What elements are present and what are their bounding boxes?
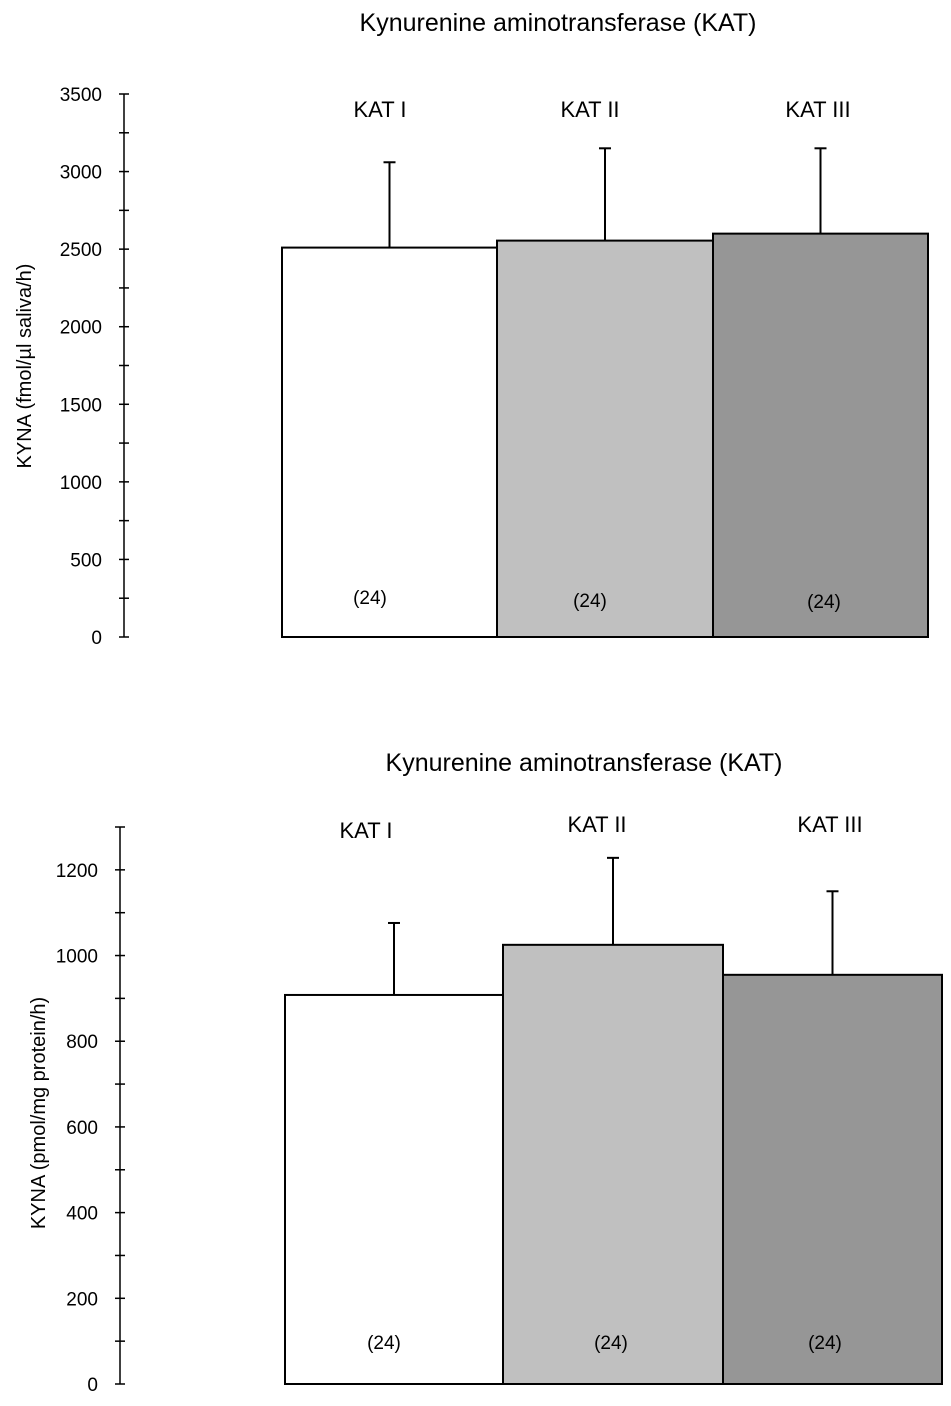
chart-1: Kynurenine aminotransferase (KAT) KYNA (… bbox=[14, 9, 929, 649]
chart-2-y-tick-label: 1200 bbox=[56, 861, 98, 882]
chart-2-n-label-1: (24) bbox=[367, 1333, 401, 1354]
chart-1-y-tick-label: 2000 bbox=[60, 318, 102, 339]
chart-2-y-tick-label: 1000 bbox=[56, 947, 98, 968]
chart-1-y-tick-label: 3500 bbox=[60, 85, 102, 106]
chart-1-y-axis: 0 500 1000 1500 2000 2500 3000 3500 bbox=[60, 85, 129, 649]
chart-1-title: Kynurenine aminotransferase (KAT) bbox=[360, 9, 757, 37]
chart-1-category-label-1: KAT I bbox=[354, 97, 407, 122]
chart-2: Kynurenine aminotransferase (KAT) KYNA (… bbox=[28, 749, 943, 1396]
chart-1-y-tick-label: 1500 bbox=[60, 395, 102, 416]
chart-1-category-label-3: KAT III bbox=[785, 97, 850, 122]
chart-2-y-tick-label: 0 bbox=[87, 1375, 98, 1396]
chart-2-y-axis: 0 200 400 600 800 1000 1200 bbox=[56, 826, 125, 1396]
chart-2-bars: KAT I (24) KAT II (24) KAT III (24) bbox=[284, 812, 943, 1385]
chart-1-n-label-2: (24) bbox=[573, 591, 607, 612]
chart-2-bar-1 bbox=[284, 993, 504, 1385]
chart-2-n-label-3: (24) bbox=[808, 1333, 842, 1354]
chart-2-y-tick-label: 200 bbox=[66, 1289, 98, 1310]
chart-2-y-tick-label: 400 bbox=[66, 1204, 98, 1225]
chart-1-y-tick-label: 3000 bbox=[60, 163, 102, 184]
chart-2-category-label-3: KAT III bbox=[797, 812, 862, 837]
chart-1-n-label-3: (24) bbox=[807, 592, 841, 613]
chart-2-n-label-2: (24) bbox=[594, 1333, 628, 1354]
chart-1-category-label-2: KAT II bbox=[560, 97, 619, 122]
chart-1-y-tick-label: 0 bbox=[91, 628, 102, 649]
chart-1-y-tick-label: 500 bbox=[70, 550, 102, 571]
chart-1-bar-2 bbox=[496, 239, 714, 639]
chart-2-bar-2 bbox=[502, 943, 724, 1385]
chart-2-category-label-2: KAT II bbox=[567, 812, 626, 837]
chart-1-y-tick-label: 2500 bbox=[60, 240, 102, 261]
chart-2-bar-3 bbox=[722, 973, 943, 1385]
chart-2-category-label-1: KAT I bbox=[340, 818, 393, 843]
chart-2-y-tick-label: 800 bbox=[66, 1032, 98, 1053]
chart-2-title: Kynurenine aminotransferase (KAT) bbox=[386, 749, 783, 777]
chart-1-bars: KAT I (24) KAT II (24) KAT III (24) bbox=[281, 97, 929, 639]
chart-1-bar-1 bbox=[281, 246, 498, 638]
chart-2-y-tick-label: 600 bbox=[66, 1118, 98, 1139]
chart-1-n-label-1: (24) bbox=[353, 588, 387, 609]
chart-1-bar-3 bbox=[712, 232, 929, 638]
chart-1-y-axis-label: KYNA (fmol/µl saliva/h) bbox=[14, 264, 36, 469]
chart-2-y-axis-label: KYNA (pmol/mg protein/h) bbox=[28, 997, 50, 1229]
chart-1-y-tick-label: 1000 bbox=[60, 473, 102, 494]
